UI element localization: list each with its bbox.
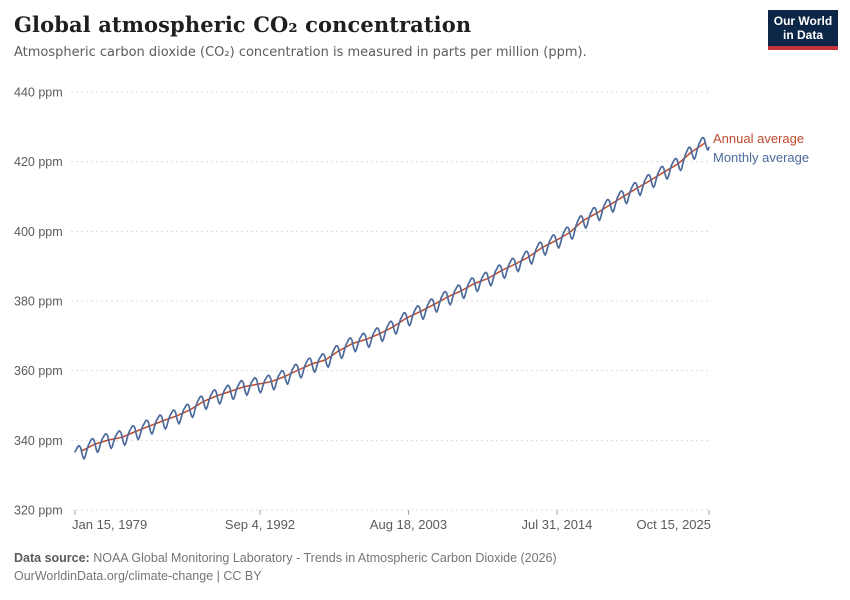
footer-source-line: Data source: NOAA Global Monitoring Labo…	[14, 549, 814, 567]
data-source-label: Data source:	[14, 551, 90, 565]
page-title: Global atmospheric CO₂ concentration	[14, 12, 472, 37]
legend-item-annual-average: Annual average	[713, 131, 805, 146]
x-tick-label: Oct 15, 2025	[637, 517, 711, 532]
x-tick-label: Sep 4, 1992	[225, 517, 295, 532]
y-gridlines	[71, 91, 709, 511]
chart-legend: Annual average Monthly average	[713, 129, 809, 167]
y-axis-labels: 440 ppm 420 ppm 400 ppm 380 ppm 360 ppm 340 p…	[14, 86, 63, 518]
annual-average-line	[80, 142, 706, 452]
x-tick-label: Jul 31, 2014	[522, 517, 593, 532]
owid-logo: Our World in Data	[768, 10, 838, 50]
y-tick-label: 380 ppm	[14, 295, 63, 309]
monthly-average-line	[74, 136, 710, 460]
y-tick-label: 360 ppm	[14, 364, 63, 378]
chart-footer: Data source: NOAA Global Monitoring Labo…	[14, 549, 814, 585]
owid-logo-line1: Our World	[773, 14, 833, 28]
x-axis: Jan 15, 1979 Sep 4, 1992 Aug 18, 2003 Jul 3…	[72, 510, 711, 532]
y-tick-label: 420 ppm	[14, 155, 63, 169]
y-tick-label: 400 ppm	[14, 225, 63, 239]
owid-logo-line2: in Data	[782, 28, 823, 42]
footer-license-line: OurWorldinData.org/climate-change | CC B…	[14, 569, 262, 583]
x-tick-label: Jan 15, 1979	[72, 517, 147, 532]
y-tick-label: 340 ppm	[14, 434, 63, 448]
chart-header: Global atmospheric CO₂ concentration Atm…	[14, 12, 754, 60]
data-source-text: NOAA Global Monitoring Laboratory - Tren…	[89, 551, 557, 565]
y-tick-label: 320 ppm	[14, 504, 63, 518]
y-tick-label: 440 ppm	[14, 86, 63, 100]
legend-item-monthly-average: Monthly average	[713, 150, 810, 165]
page-subtitle: Atmospheric carbon dioxide (CO₂) concent…	[14, 45, 587, 60]
x-tick-label: Aug 18, 2003	[370, 517, 447, 532]
co2-chart: 440 ppm 420 ppm 400 ppm 380 ppm 360 ppm 340 p…	[14, 86, 711, 533]
